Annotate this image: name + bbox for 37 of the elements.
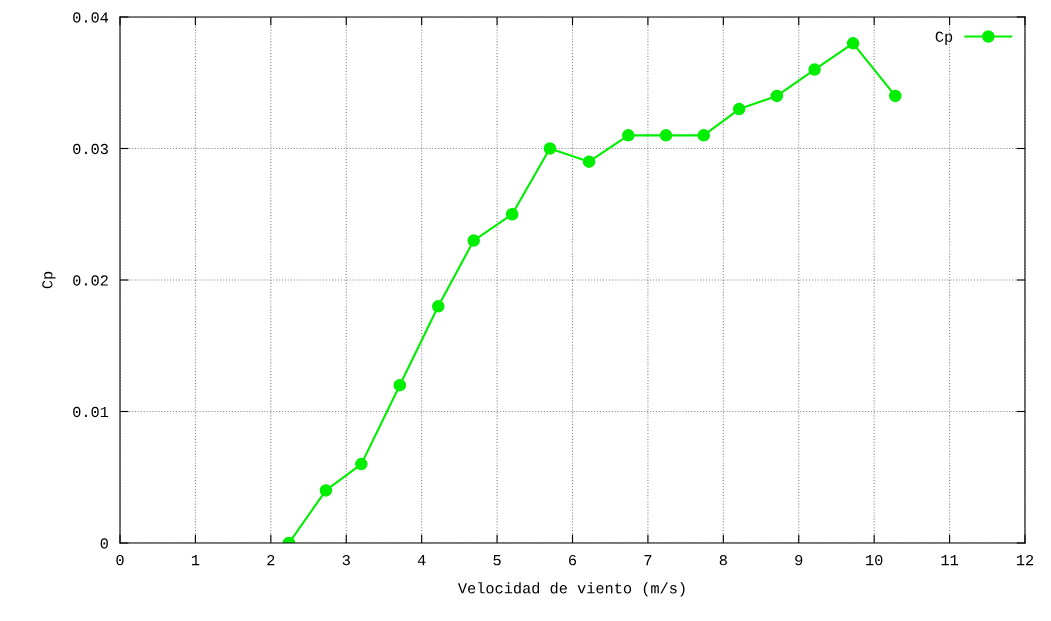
- legend-label: Cp: [935, 31, 953, 45]
- point: [393, 378, 407, 392]
- point: [467, 234, 480, 247]
- x-tick-label: 2: [267, 554, 275, 566]
- point: [319, 484, 333, 497]
- x-tick-label: 0: [116, 554, 124, 566]
- x-tick-label: 5: [493, 555, 501, 566]
- point: [582, 155, 596, 168]
- y-tick-label: 0.01: [73, 406, 109, 418]
- point: [505, 207, 519, 221]
- x-tick-label: 1: [191, 555, 200, 566]
- x-tick-label: 10: [866, 554, 883, 566]
- x-tick-label: 6: [569, 554, 577, 566]
- y-tick-label: 0.04: [73, 12, 109, 23]
- x-tick-label: 4: [417, 555, 426, 566]
- point: [732, 102, 746, 116]
- x-tick-label: 7: [644, 555, 652, 566]
- y-tick-label: 0.02: [73, 275, 108, 286]
- point: [622, 129, 635, 142]
- point: [432, 300, 445, 313]
- x-tick-label: 8: [719, 554, 727, 566]
- x-tick-label: 11: [941, 555, 959, 566]
- point: [889, 89, 902, 103]
- x-tick-label: 9: [795, 554, 803, 566]
- point: [770, 89, 784, 103]
- point: [355, 457, 368, 471]
- point: [697, 129, 710, 142]
- x-tick-label: 3: [342, 554, 350, 566]
- x-axis-title: Velocidad de viento (m/s): [457, 582, 685, 597]
- y-tick-label: 0.03: [73, 143, 108, 155]
- y-axis-title: Cp: [42, 271, 56, 289]
- point: [659, 129, 673, 142]
- point: [543, 142, 557, 155]
- point: [808, 63, 821, 76]
- point: [846, 37, 860, 50]
- y-tick-label: 0: [100, 538, 108, 549]
- x-tick-label: 12: [1016, 554, 1034, 566]
